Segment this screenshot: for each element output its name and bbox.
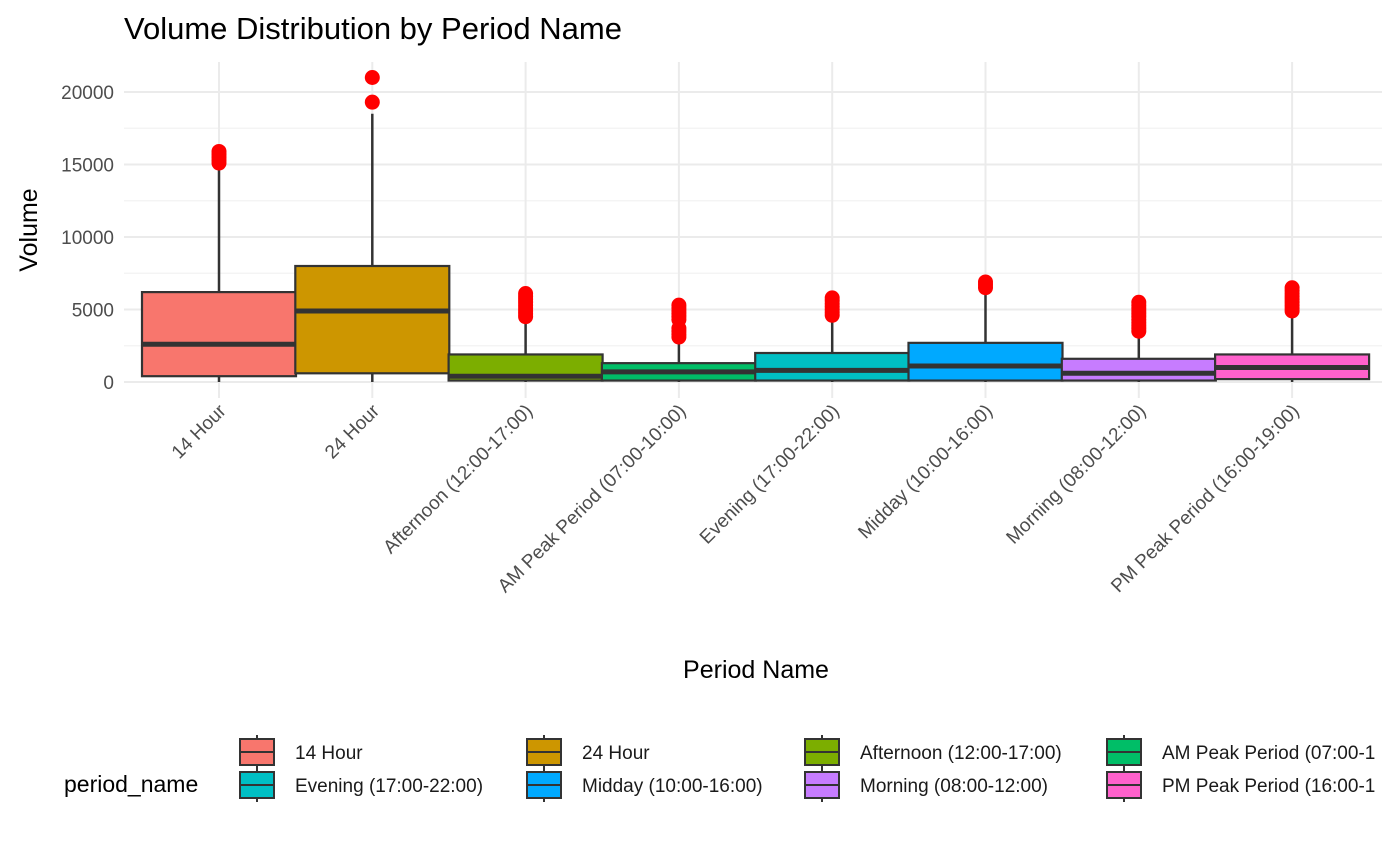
outlier-point: [1131, 294, 1147, 310]
x-tick-label: Midday (10:00-16:00): [854, 401, 997, 544]
y-tick-labels: 0 5000 10000 15000 20000: [61, 83, 114, 394]
box-iqr: [754, 351, 911, 382]
legend-title: period_name: [64, 771, 198, 797]
y-tick-label: 10000: [61, 228, 114, 249]
outlier-point: [1284, 280, 1300, 296]
legend-label: Afternoon (12:00-17:00): [860, 743, 1062, 764]
box-iqr: [907, 341, 1064, 382]
y-tick-label: 5000: [72, 301, 114, 322]
x-tick-label: Afternoon (12:00-17:00): [380, 401, 538, 559]
x-tick-label: PM Peak Period (16:00-19:00): [1107, 401, 1303, 597]
x-tick-label: AM Peak Period (07:00-10:00): [494, 401, 690, 597]
legend-label: AM Peak Period (07:00-1: [1162, 743, 1375, 764]
box-iqr: [140, 291, 298, 378]
outlier-point: [824, 290, 840, 306]
box-5: [754, 290, 911, 382]
y-tick-label: 20000: [61, 83, 114, 104]
legend-item-7: Morning (08:00-12:00): [804, 768, 1048, 802]
y-axis-title: Volume: [15, 188, 43, 271]
box-7: [1060, 294, 1217, 382]
legend: 14 Hour 24 Hour Afternoon (12:00-17:00) AM …: [239, 735, 1375, 802]
boxes: [140, 70, 1371, 382]
y-tick-label: 0: [103, 373, 114, 394]
legend-label: PM Peak Period (16:00-1: [1162, 776, 1375, 797]
x-tick-label: 24 Hour: [321, 400, 384, 463]
box-4: [600, 297, 758, 382]
x-tick-label: Morning (08:00-12:00): [1003, 401, 1151, 549]
legend-item-5: Evening (17:00-22:00): [239, 768, 483, 802]
legend-label: 24 Hour: [582, 743, 650, 764]
box-iqr: [1060, 357, 1217, 382]
x-axis-title: Period Name: [683, 656, 829, 684]
box-6: [907, 274, 1064, 382]
legend-label: Evening (17:00-22:00): [295, 776, 483, 797]
box-8: [1213, 280, 1371, 382]
outlier-point: [364, 94, 380, 110]
outlier-point: [518, 286, 534, 302]
legend-label: 14 Hour: [295, 743, 363, 764]
x-tick-label: Evening (17:00-22:00): [696, 401, 844, 549]
legend-item-8: PM Peak Period (16:00-1: [1106, 768, 1375, 802]
x-tick-label: 14 Hour: [168, 400, 231, 463]
legend-item-2: 24 Hour: [526, 735, 650, 769]
legend-item-4: AM Peak Period (07:00-1: [1106, 735, 1375, 769]
outlier-point: [211, 143, 227, 159]
y-tick-label: 15000: [61, 156, 114, 177]
chart-title: Volume Distribution by Period Name: [124, 11, 622, 46]
box-iqr: [294, 264, 451, 375]
legend-label: Midday (10:00-16:00): [582, 776, 763, 797]
outlier-point: [978, 274, 993, 290]
box-1: [140, 143, 298, 382]
box-2: [294, 70, 451, 382]
outlier-point: [671, 297, 687, 313]
legend-item-3: Afternoon (12:00-17:00): [804, 735, 1062, 769]
box-3: [447, 286, 604, 382]
legend-item-1: 14 Hour: [239, 735, 363, 769]
legend-item-6: Midday (10:00-16:00): [526, 768, 763, 802]
outlier-point: [364, 70, 380, 85]
legend-label: Morning (08:00-12:00): [860, 776, 1048, 797]
